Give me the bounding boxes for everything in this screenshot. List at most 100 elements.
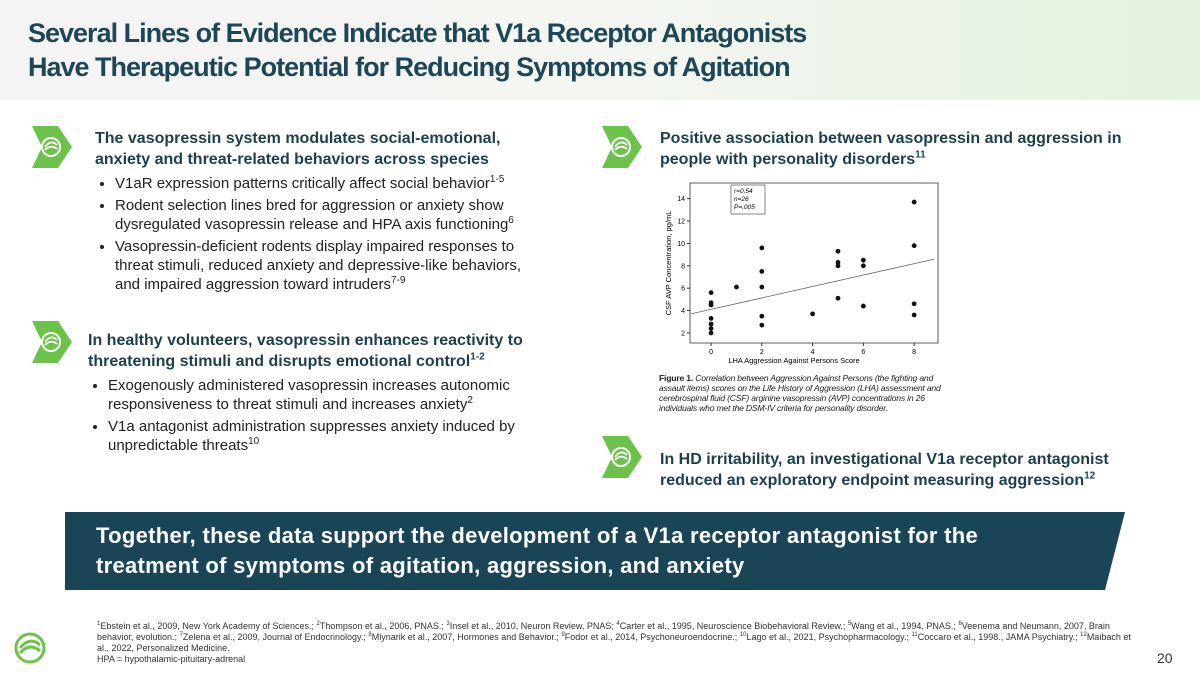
- caption-body: Correlation between Aggression Against P…: [659, 373, 941, 413]
- y-axis-label: CSF AVP Concentration, pg/mL: [664, 211, 673, 316]
- icon: [598, 434, 644, 480]
- reference: 8Mlynarik et al., 2007, Hormones and Beh…: [368, 632, 558, 642]
- reference-text: Insel et al., 2010, Neuron Review, PNAS;: [449, 621, 614, 631]
- trend-line: [690, 258, 935, 315]
- caption: Figure 1. Correlation between Aggression…: [659, 373, 950, 413]
- data-point: [759, 313, 765, 319]
- reference-number: 1: [97, 621, 101, 627]
- y-tick-label: 14: [677, 196, 685, 203]
- icon: [598, 124, 644, 170]
- data-point: [759, 268, 765, 274]
- reference-number: 11: [911, 632, 918, 638]
- reference: 9Fodor et al., 2014, Psychoneuroendocrin…: [561, 632, 737, 642]
- superscript: 6: [508, 215, 514, 226]
- bullet: V1aR expression patterns critically affe…: [115, 174, 545, 193]
- data-point: [835, 248, 841, 254]
- superscript: 1-2: [470, 351, 485, 363]
- data-point: [911, 301, 917, 307]
- y-tick-label: 8: [681, 263, 685, 270]
- reference: 11Coccaro et al., 1998., JAMA Psychiatry…: [911, 632, 1077, 642]
- section: In healthy volunteers, vasopressin enhan…: [88, 330, 558, 458]
- bullet-text: V1a antagonist administration suppresses…: [108, 418, 515, 454]
- y-tick-label: 2: [681, 330, 685, 337]
- y-tick-label: 4: [681, 308, 685, 315]
- caption-text: Figure 1. Correlation between Aggression…: [659, 373, 950, 413]
- icon: [28, 124, 74, 170]
- caption-label: Figure 1.: [659, 373, 694, 383]
- reference: 12Maibach et al., 2022, Personalized Med…: [97, 632, 1131, 653]
- data-point: [911, 312, 917, 318]
- data-point: [708, 315, 714, 321]
- heading-text: In healthy volunteers, vasopressin enhan…: [88, 332, 523, 370]
- bullet-text: Rodent selection lines bred for aggressi…: [115, 197, 509, 233]
- reference: 6Veenema and Neumann, 2007, Brain behavi…: [97, 621, 1110, 642]
- section: In HD irritability, an investigational V…: [660, 449, 1150, 491]
- title-line: Several Lines of Evidence Indicate that …: [28, 18, 807, 48]
- x-tick-label: 2: [760, 349, 764, 356]
- x-tick-label: 4: [811, 349, 815, 356]
- reference-text: Maibach et al., 2022, Personalized Medic…: [97, 632, 1131, 653]
- bullet: V1a antagonist administration suppresses…: [108, 417, 558, 455]
- reference-text: Carter et al., 1995, Neuroscience Biobeh…: [619, 621, 846, 631]
- heading-text: In HD irritability, an investigational V…: [660, 451, 1109, 489]
- section: The vasopressin system modulates social-…: [95, 128, 545, 297]
- data-point: [860, 303, 866, 309]
- logo: [14, 632, 46, 664]
- stat: P=.005: [734, 204, 755, 211]
- reference: 1Ebstein et al., 2009, New York Academy …: [97, 621, 314, 631]
- reference-number: 9: [561, 632, 565, 638]
- bullet: Rodent selection lines bred for aggressi…: [115, 196, 545, 234]
- x-axis-label: LHA Aggression Against Persons Score: [728, 356, 859, 365]
- y-tick-label: 12: [677, 219, 685, 226]
- superscript: 11: [915, 149, 926, 161]
- reference-text: Coccaro et al., 1998., JAMA Psychiatry.;: [917, 632, 1078, 642]
- reference-number: 5: [847, 621, 852, 627]
- x-tick-label: 6: [861, 349, 865, 356]
- data-point: [708, 302, 714, 308]
- bullet-list: Exogenously administered vasopressin inc…: [88, 376, 558, 455]
- superscript: 12: [1084, 470, 1096, 482]
- reference-number: 3: [446, 621, 450, 627]
- reference: 5Wang et al., 1994, PNAS.;: [848, 621, 956, 631]
- reference-text: Ebstein et al., 2009, New York Academy o…: [100, 621, 314, 631]
- reference: 3Insel et al., 2010, Neuron Review, PNAS…: [446, 621, 613, 631]
- references: 1Ebstein et al., 2009, New York Academy …: [97, 621, 1137, 665]
- bullet-text: Vasopressin-deficient rodents display im…: [115, 238, 522, 293]
- superscript: 2: [467, 395, 473, 406]
- heading-text: The vasopressin system modulates social-…: [95, 130, 501, 168]
- title-line: Have Therapeutic Potential for Reducing …: [28, 52, 791, 82]
- icon: [28, 319, 74, 365]
- header-bg: [0, 0, 1200, 100]
- reference-number: 10: [739, 632, 747, 638]
- slide-title: Several Lines of Evidence Indicate that …: [28, 16, 807, 84]
- data-point: [810, 311, 816, 317]
- x-tick-label: 8: [912, 349, 916, 356]
- bullet: Exogenously administered vasopressin inc…: [108, 376, 558, 414]
- reference-number: 12: [1080, 632, 1087, 638]
- reference-text: Mlynarik et al., 2007, Hormones and Beha…: [371, 632, 559, 642]
- reference-number: 7: [179, 632, 183, 638]
- section: Positive association between vasopressin…: [660, 128, 1140, 170]
- bullet-text: Exogenously administered vasopressin inc…: [108, 377, 510, 413]
- page-number: 20: [1157, 650, 1173, 666]
- x-tick-label: 0: [709, 349, 713, 356]
- data-point: [708, 290, 714, 296]
- reference-number: 8: [368, 632, 372, 638]
- banner-bg: [65, 512, 1125, 590]
- reference: 7Zelena et al., 2009, Journal of Endocri…: [180, 632, 366, 642]
- data-point: [734, 284, 739, 290]
- reference: 10Lago et al., 2021, Psychopharmacology.…: [740, 632, 909, 642]
- reference-text: Lago et al., 2021, Psychopharmacology.;: [746, 632, 909, 642]
- data-point: [911, 243, 917, 249]
- reference-text: Zelena et al., 2009, Journal of Endocrin…: [182, 632, 366, 642]
- reference-number: 4: [616, 621, 620, 627]
- scatter-figure: 0 2 4 6 8 2 4 6 8 10 12 14 LHA Aggression Against Pe…: [659, 182, 950, 413]
- reference-text: Wang et al., 1994, PNAS.;: [851, 621, 956, 631]
- data-point: [759, 245, 765, 251]
- data-point: [759, 284, 765, 290]
- data-point: [911, 199, 917, 205]
- bullet-text: V1aR expression patterns critically affe…: [115, 175, 490, 192]
- y-tick-label: 6: [681, 286, 685, 293]
- data-point: [860, 263, 866, 269]
